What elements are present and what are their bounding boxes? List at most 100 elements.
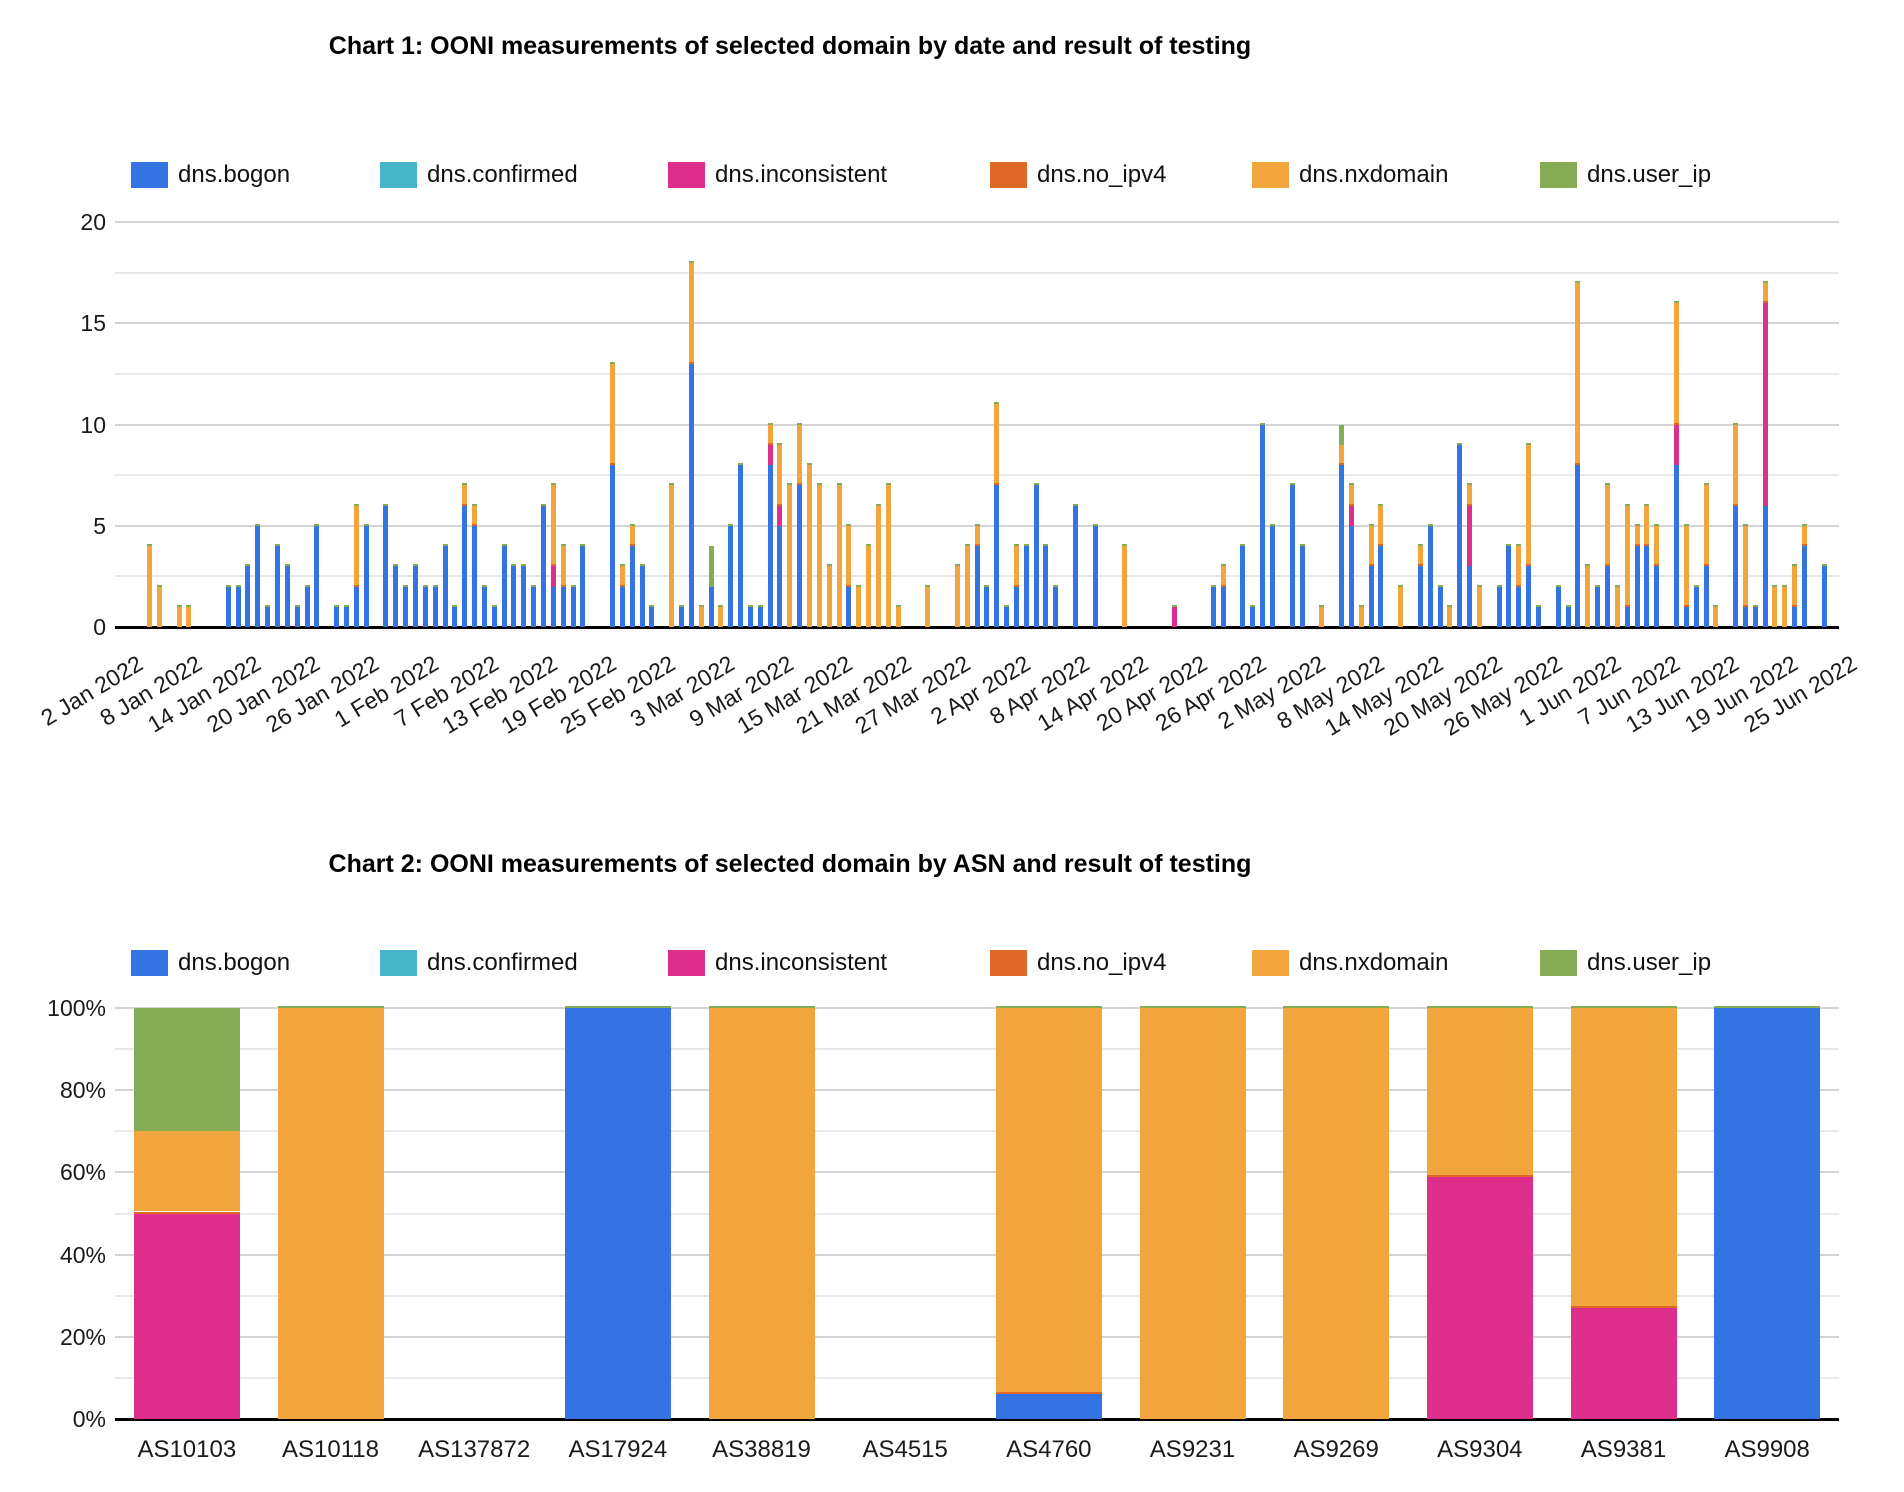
bar-stack[interactable] [432, 0, 438, 627]
bar-stack[interactable] [629, 0, 635, 627]
bar-stack[interactable] [531, 0, 537, 627]
bar-stack[interactable] [1644, 0, 1650, 627]
bar-stack[interactable] [1053, 0, 1059, 627]
bar-stack[interactable] [1614, 0, 1620, 627]
bar-stack[interactable] [1319, 0, 1325, 627]
bar-stack[interactable] [964, 0, 970, 627]
bar-stack[interactable] [1073, 0, 1078, 627]
bar-stack[interactable] [1673, 0, 1679, 627]
bar-stack[interactable] [1555, 0, 1561, 627]
bar-stack[interactable] [1398, 0, 1404, 627]
bar-stack[interactable] [452, 0, 458, 627]
bar-stack[interactable] [1210, 0, 1216, 627]
bar-stack[interactable] [875, 0, 881, 627]
bar-stack[interactable] [1092, 0, 1098, 627]
bar-stack[interactable] [412, 0, 418, 627]
bar-stack[interactable] [422, 0, 428, 627]
bar-stack[interactable] [1417, 0, 1423, 627]
bar-stack[interactable] [1139, 0, 1246, 1419]
bar-stack[interactable] [511, 0, 517, 627]
bar-stack[interactable] [738, 0, 744, 627]
bar-stack[interactable] [609, 0, 615, 627]
bar-stack[interactable] [146, 0, 152, 627]
bar-stack[interactable] [570, 0, 576, 627]
bar-stack[interactable] [649, 0, 655, 627]
bar-stack[interactable] [1033, 0, 1039, 627]
bar-stack[interactable] [344, 0, 349, 627]
bar-stack[interactable] [314, 0, 320, 627]
bar-stack[interactable] [846, 0, 852, 627]
bar-stack[interactable] [564, 0, 671, 1419]
bar-stack[interactable] [1299, 0, 1305, 627]
bar-stack[interactable] [816, 0, 822, 627]
bar-stack[interactable] [984, 0, 990, 627]
bar-stack[interactable] [995, 0, 1102, 1419]
bar-stack[interactable] [1122, 0, 1128, 627]
bar-stack[interactable] [245, 0, 251, 627]
bar-stack[interactable] [1467, 0, 1473, 627]
bar-stack[interactable] [708, 0, 714, 627]
bar-stack[interactable] [639, 0, 645, 627]
bar-stack[interactable] [1565, 0, 1571, 627]
bar-stack[interactable] [176, 0, 182, 627]
bar-stack[interactable] [1585, 0, 1591, 627]
bar-stack[interactable] [1358, 0, 1364, 627]
bar-stack[interactable] [1821, 0, 1827, 627]
bar-stack[interactable] [856, 0, 862, 627]
bar-stack[interactable] [442, 0, 448, 627]
bar-stack[interactable] [1506, 0, 1512, 627]
bar-stack[interactable] [580, 0, 586, 627]
bar-stack[interactable] [1703, 0, 1709, 627]
bar-stack[interactable] [1782, 0, 1788, 627]
bar-stack[interactable] [1516, 0, 1522, 627]
bar-stack[interactable] [757, 0, 763, 627]
bar-stack[interactable] [678, 0, 684, 627]
bar-stack[interactable] [277, 0, 384, 1419]
bar-stack[interactable] [403, 0, 409, 627]
bar-stack[interactable] [1437, 0, 1443, 627]
bar-stack[interactable] [1260, 0, 1266, 627]
bar-stack[interactable] [1043, 0, 1049, 627]
bar-stack[interactable] [767, 0, 773, 627]
bar-stack[interactable] [669, 0, 675, 627]
bar-stack[interactable] [255, 0, 261, 627]
bar-stack[interactable] [1570, 0, 1677, 1419]
bar-stack[interactable] [1693, 0, 1699, 627]
bar-stack[interactable] [619, 0, 625, 627]
bar-stack[interactable] [708, 0, 815, 1419]
bar-stack[interactable] [1283, 0, 1390, 1419]
bar-stack[interactable] [826, 0, 832, 627]
bar-stack[interactable] [974, 0, 980, 627]
bar-stack[interactable] [304, 0, 310, 627]
bar-stack[interactable] [501, 0, 507, 627]
bar-stack[interactable] [777, 0, 783, 627]
bar-stack[interactable] [1339, 0, 1344, 627]
bar-stack[interactable] [728, 0, 734, 627]
bar-stack[interactable] [462, 0, 468, 627]
bar-stack[interactable] [225, 0, 231, 627]
bar-stack[interactable] [1220, 0, 1226, 627]
bar-stack[interactable] [866, 0, 872, 627]
bar-stack[interactable] [1496, 0, 1502, 627]
bar-stack[interactable] [383, 0, 389, 627]
bar-stack[interactable] [1289, 0, 1295, 627]
bar-stack[interactable] [481, 0, 487, 627]
bar-stack[interactable] [807, 0, 813, 627]
bar-stack[interactable] [491, 0, 497, 627]
bar-stack[interactable] [1536, 0, 1542, 627]
bar-stack[interactable] [1624, 0, 1630, 627]
bar-stack[interactable] [1270, 0, 1276, 627]
bar-stack[interactable] [1004, 0, 1010, 627]
bar-stack[interactable] [1171, 0, 1177, 627]
bar-stack[interactable] [235, 0, 241, 627]
bar-stack[interactable] [1733, 0, 1739, 627]
bar-stack[interactable] [1752, 0, 1758, 627]
bar-stack[interactable] [954, 0, 960, 627]
bar-stack[interactable] [925, 0, 931, 627]
bar-stack[interactable] [1348, 0, 1354, 627]
bar-stack[interactable] [1792, 0, 1798, 627]
bar-stack[interactable] [994, 0, 1000, 627]
bar-stack[interactable] [797, 0, 803, 627]
bar-stack[interactable] [560, 0, 566, 627]
bar-stack[interactable] [1526, 0, 1532, 627]
